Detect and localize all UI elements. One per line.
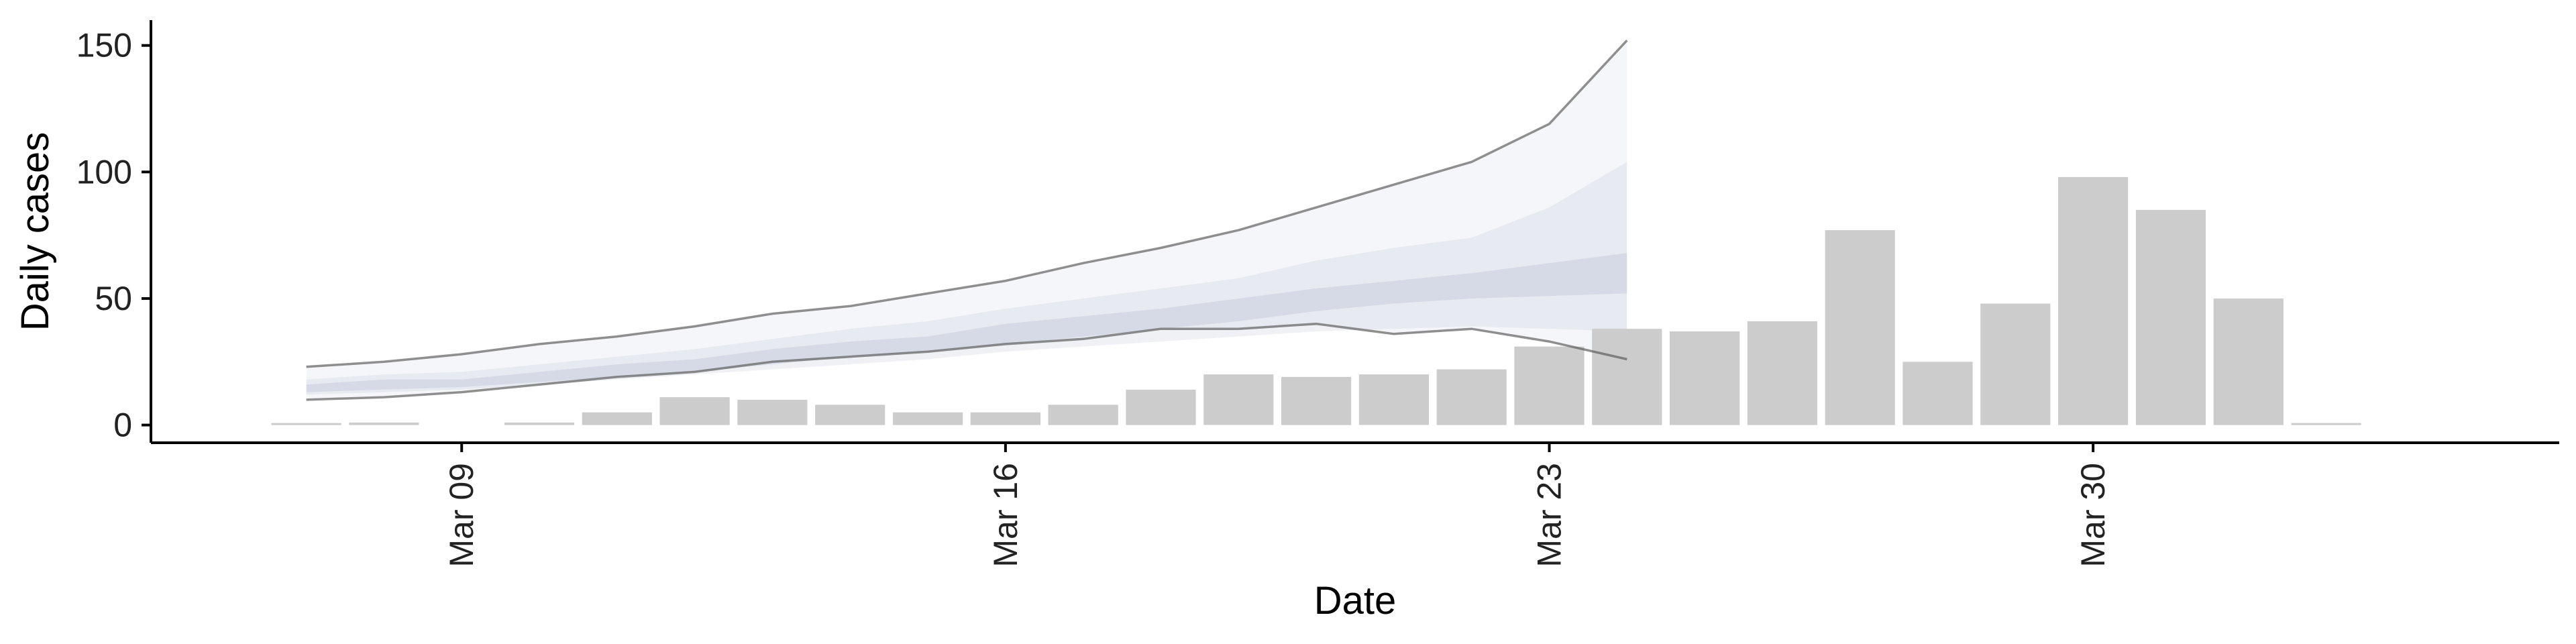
bar xyxy=(659,397,730,425)
upper-interval-line xyxy=(306,40,1628,368)
bar xyxy=(1747,321,1817,425)
bar xyxy=(1902,362,1973,425)
bar xyxy=(1670,331,1740,425)
x-tick-label: Mar 30 xyxy=(2074,463,2112,568)
bar xyxy=(1281,376,1352,425)
bar xyxy=(1592,329,1662,425)
bar xyxy=(1126,389,1196,425)
estimate-interval-lines xyxy=(306,40,1628,401)
bar xyxy=(271,423,341,425)
y-tick-label: 150 xyxy=(76,27,132,64)
bar xyxy=(2135,209,2206,425)
y-tick-label: 50 xyxy=(95,280,132,317)
bar xyxy=(1825,230,1895,425)
bar xyxy=(1203,374,1274,425)
bar xyxy=(1514,346,1585,425)
y-axis-title: Daily cases xyxy=(13,132,57,331)
y-tick-label: 100 xyxy=(76,153,132,191)
bar xyxy=(1980,303,2051,425)
case-bars xyxy=(271,176,2361,425)
y-tick-label: 0 xyxy=(113,407,132,444)
bar xyxy=(737,399,808,425)
bar xyxy=(1358,374,1429,425)
bar xyxy=(1048,405,1118,425)
bar xyxy=(970,412,1040,425)
bar xyxy=(349,422,419,425)
y-axis-ticks: 0 50 100 150 xyxy=(76,27,151,444)
estimate-bands xyxy=(306,40,1627,400)
x-axis-title: Date xyxy=(1314,579,1397,623)
bar xyxy=(1436,369,1507,425)
x-tick-label: Mar 16 xyxy=(987,463,1024,568)
x-axis-ticks: Mar 09 Mar 16 Mar 23 Mar 30 xyxy=(443,443,2112,568)
estimate-band-90 xyxy=(306,40,1627,400)
lower-interval-line xyxy=(306,322,1627,401)
bar xyxy=(2213,299,2284,425)
bar xyxy=(815,405,885,425)
x-tick-label: Mar 23 xyxy=(1531,463,1568,568)
bar xyxy=(504,422,575,425)
bar xyxy=(582,412,652,425)
bar xyxy=(893,412,963,425)
x-tick-label: Mar 09 xyxy=(443,463,480,568)
bar xyxy=(2291,423,2361,425)
bar xyxy=(2058,176,2129,425)
